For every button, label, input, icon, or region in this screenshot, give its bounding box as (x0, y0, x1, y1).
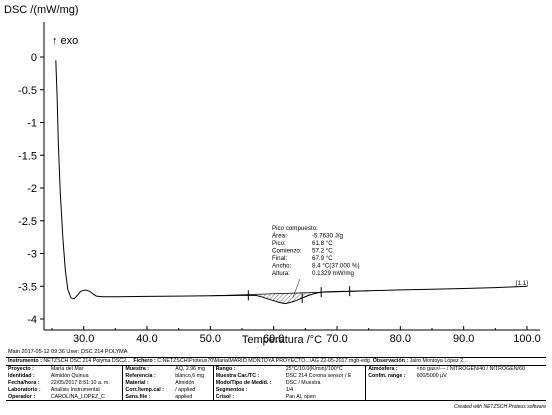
annotation-value: 8.4 °C(37.000 %) (312, 263, 360, 270)
info-value (415, 380, 546, 387)
annotation-value: 57.2 °C (312, 248, 333, 255)
info-label: Referencia : (122, 372, 174, 380)
info-value: Almidón Quinua (50, 372, 89, 379)
x-tick-label: 70.0 (326, 333, 347, 345)
info-label: Modo/Tipo de Medid. : (212, 379, 284, 387)
y-tick-label: -0.5 (18, 85, 37, 97)
info-value (414, 393, 546, 402)
info-label: Fecha/hora : (8, 379, 40, 386)
info-value: María del Mar (50, 365, 84, 372)
y-tick-label: -2 (27, 183, 37, 195)
info-label (365, 386, 415, 394)
info-label: Identidad : (8, 372, 35, 379)
annotation-value: 0.1329 mW/mg (312, 270, 355, 277)
y-tick-label: -2.5 (18, 216, 37, 228)
annotation-label: Final: (272, 255, 287, 262)
instrument-label: Instrumento : (8, 358, 42, 364)
info-row: Laboratorio : Analisis Instrumental Corr./… (6, 386, 546, 394)
info-row: Operador : CAROLINA_LÓPEZ_C Sens.file : app… (6, 393, 546, 402)
y-tick-label: -1 (27, 118, 37, 130)
y-tick-label: -4 (27, 314, 37, 326)
y-tick-label: 0 (31, 52, 37, 64)
annotation-value: 67.9 °C (312, 255, 333, 262)
annotation-label: Área: (272, 233, 287, 240)
y-axis-title: DSC /(mW/mg) (4, 4, 79, 16)
info-label: Segmentos : (212, 386, 284, 394)
main-user-line: Main 2017-05-12 09:36 User: DSC 214 POLY… (8, 349, 128, 355)
info-row: Proyecto : María del Mar Muestra : AQ, 2.96… (6, 365, 546, 373)
file-label: Fichero : (133, 358, 156, 364)
info-label: Laboratorio : (8, 386, 41, 393)
info-label: Atmósfera : (365, 365, 415, 373)
info-label: Crisol : (212, 393, 284, 402)
info-label: Sens.file : (122, 393, 174, 402)
x-tick-label: 50.0 (200, 333, 221, 345)
x-tick-label: 100.0 (513, 333, 541, 345)
info-value: Pan Al, open (283, 393, 366, 402)
info-value: CAROLINA_LÓPEZ_C (48, 393, 123, 402)
observation-value: Jairo Montoya López 2... (409, 358, 468, 364)
annotation-value: 61.8 °C (312, 240, 333, 247)
info-label: Confm. range : (365, 372, 415, 380)
y-tick-label: -1.5 (18, 150, 37, 162)
peak-area-hatch (248, 292, 322, 304)
info-value: <no gas>/--- / NITROGEN/40 / NITROGEN/60 (416, 365, 525, 372)
y-tick-label: -3 (27, 249, 37, 261)
info-row: Identidad : Almidón Quinua Referencia : bla… (6, 372, 546, 380)
x-tick-label: 90.0 (453, 333, 474, 345)
x-tick-label: 30.0 (73, 333, 94, 345)
info-label: Proyecto : (8, 365, 34, 372)
info-label: Muestra Car./TC : (212, 372, 284, 380)
info-value: Analisis Instrumental (50, 386, 100, 393)
annotation-label: Pico: (272, 240, 286, 247)
observation-label: Observación : (372, 358, 409, 364)
info-value: blanco,6 mg (175, 372, 205, 379)
info-label: Operador : (6, 393, 49, 402)
annotation-label: Comienzo: (272, 248, 302, 255)
annotation-title: Pico compuesto: (272, 225, 318, 232)
x-axis-title: Temperatura /°C (242, 334, 322, 346)
dsc-curve (55, 60, 528, 305)
info-value: AQ, 2.96 mg (175, 365, 205, 372)
info-value: Almidón (175, 379, 195, 386)
exo-direction-label: ↑ exo (52, 35, 78, 47)
annotation-label: Altura: (272, 270, 290, 277)
info-value: applied (173, 393, 214, 402)
info-rows: Proyecto : María del Mar Muestra : AQ, 2.96… (6, 365, 546, 402)
instrument-row: Instrumento : NETZSCH DSC 214 Polyma DSC… (6, 357, 546, 366)
x-tick-label: 80.0 (390, 333, 411, 345)
y-tick-label: -3.5 (18, 281, 37, 293)
info-label (365, 393, 415, 402)
info-label: Material : (122, 379, 174, 387)
x-tick-label: 60.0 (263, 333, 284, 345)
file-value: C:NETZSCH\Proteus70\Maria\MARIO MONTOYA … (157, 358, 370, 364)
info-row: Fecha/hora : 22/05/2017 8:51:10 a. m. Mate… (6, 379, 546, 387)
plot-area: 0 -0.5 -1 -1.5 -2 -2.5 -3 -3.5 -4 30.0 40.0 50.0 60.… (18, 22, 541, 345)
info-value: / applied (175, 386, 196, 393)
annotation-value: -5.7630 J/g (312, 233, 344, 240)
info-label: Rango : (212, 365, 284, 373)
info-label: Corr./temp.cal : (122, 386, 174, 394)
info-label (365, 379, 415, 387)
measurement-info-table: Instrumento : NETZSCH DSC 214 Polyma DSC… (6, 357, 546, 402)
info-value (415, 387, 546, 394)
info-value: 1/4 (285, 386, 294, 393)
info-value: 25°C/10.0(K/min)/100°C (285, 365, 343, 372)
x-tick-label: 40.0 (136, 333, 157, 345)
info-value: DSC 214 Corona sensor / E (285, 372, 352, 379)
curve-label: [1.1] (516, 280, 528, 287)
software-credit: Created with NETZSCH Proteus software (454, 404, 546, 410)
instrument-value: NETZSCH DSC 214 Polyma DSC2... (43, 358, 131, 364)
info-value: 22/05/2017 8:51:10 a. m. (50, 379, 110, 386)
info-value: DSC / Muestra (285, 379, 321, 386)
info-value: 600/5000 µV (416, 372, 447, 379)
annotation-leader (292, 278, 301, 299)
info-label: Muestra : (122, 365, 174, 373)
annotation-label: Ancho: (272, 263, 292, 270)
